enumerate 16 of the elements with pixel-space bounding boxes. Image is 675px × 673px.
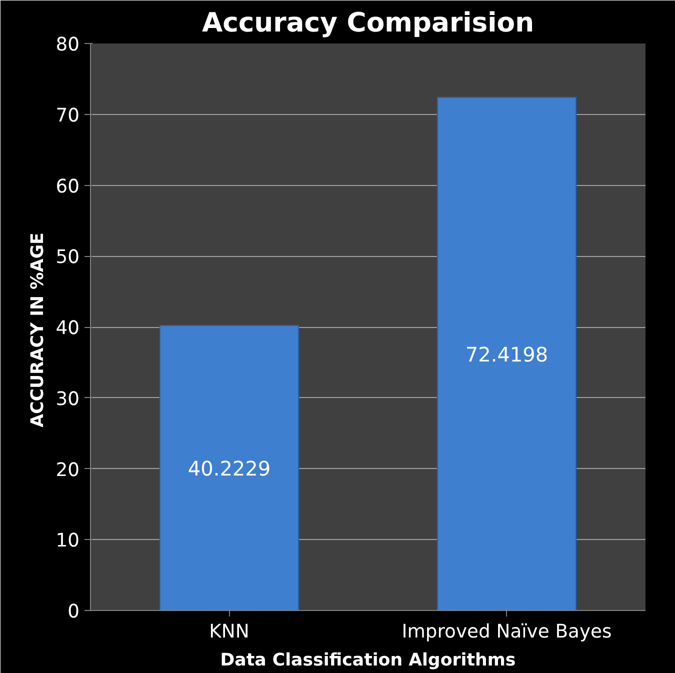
- y-tick-label: 70: [56, 105, 80, 126]
- y-tick-label: 10: [56, 530, 80, 552]
- y-tick-label: 60: [56, 176, 80, 198]
- chart-title: Accuracy Comparision: [202, 8, 534, 38]
- y-tick-label: 0: [68, 602, 80, 622]
- y-tick-label: 50: [56, 247, 80, 268]
- x-tick-label: Improved Naïve Bayes: [402, 622, 612, 642]
- y-tick-label: 30: [56, 388, 80, 410]
- data-label: 40.2229: [188, 456, 271, 480]
- x-tick-label: KNN: [209, 622, 250, 642]
- data-label: 72.4198: [465, 342, 548, 366]
- x-axis-title: Data Classification Algorithms: [220, 650, 516, 670]
- y-tick-label: 20: [56, 460, 80, 481]
- y-axis-title: ACCURACY IN %AGE: [28, 232, 48, 428]
- y-tick-label: 80: [56, 34, 80, 56]
- y-tick-label: 40: [56, 318, 80, 339]
